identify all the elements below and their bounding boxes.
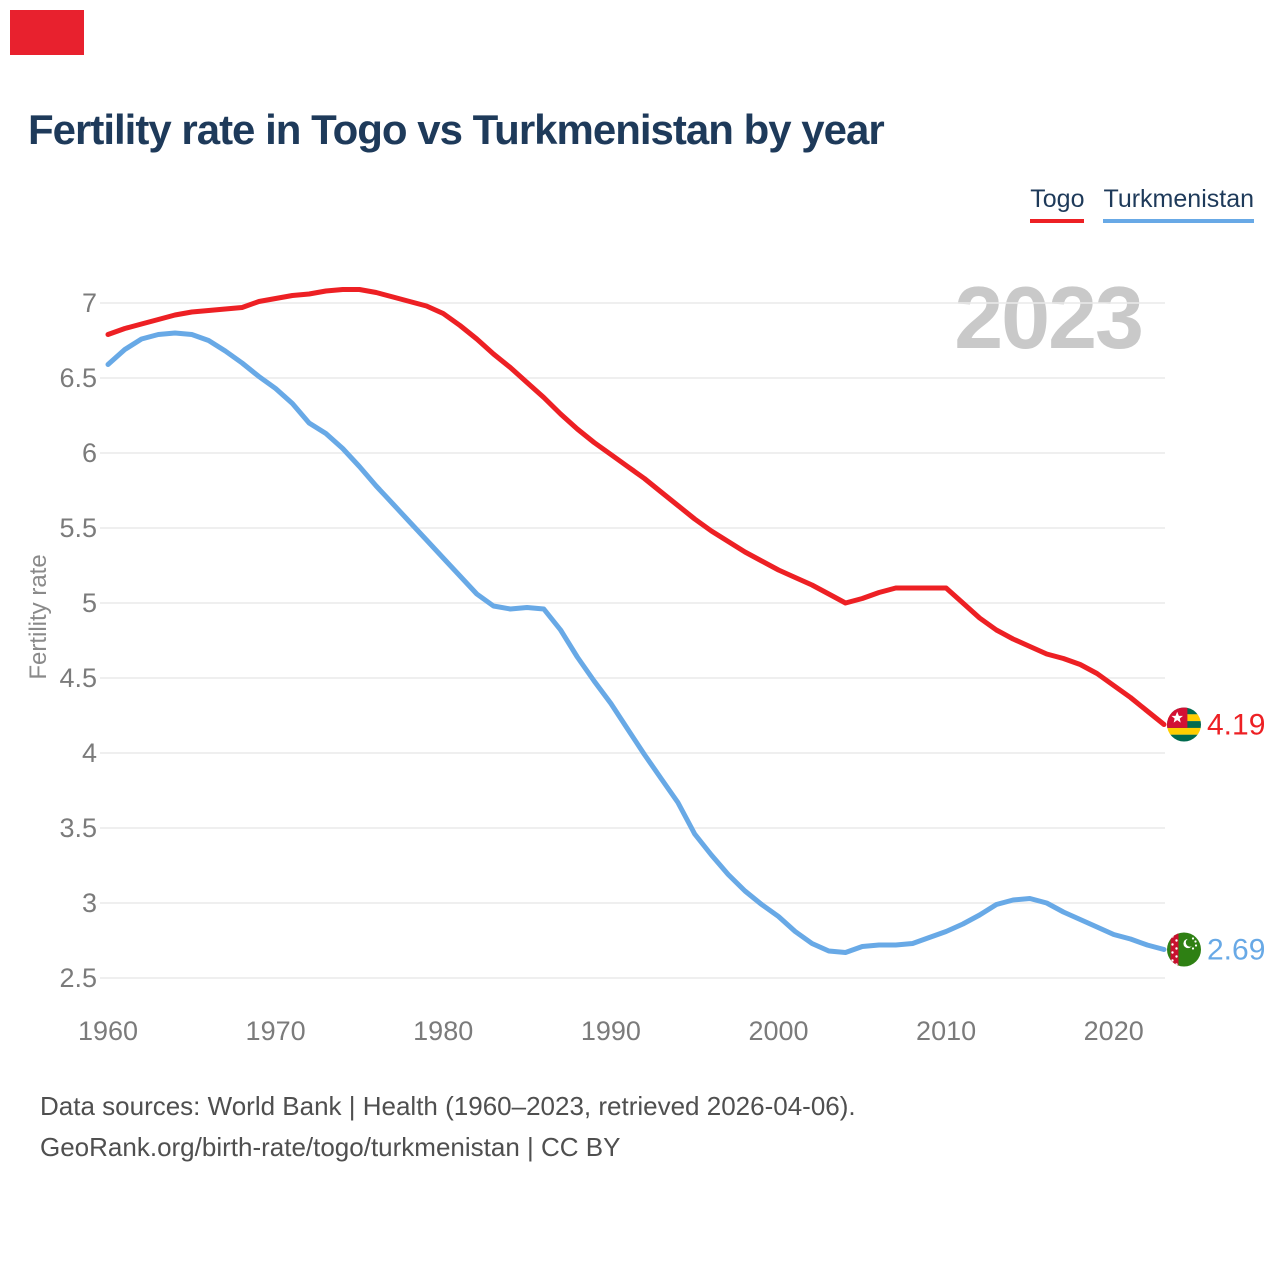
togo-flag-icon <box>1167 707 1201 742</box>
y-tick-label: 4 <box>82 738 97 768</box>
x-tick-label: 1990 <box>581 1016 641 1046</box>
legend: Togo Turkmenistan <box>1030 185 1254 223</box>
turkmenistan-flag-icon <box>1167 932 1201 967</box>
x-tick-label: 2020 <box>1084 1016 1144 1046</box>
watermark-year: 2023 <box>954 268 1142 367</box>
legend-item-turkmenistan[interactable]: Turkmenistan <box>1103 185 1254 223</box>
y-tick-label: 7 <box>82 288 97 318</box>
x-tick-label: 1970 <box>246 1016 306 1046</box>
series-line-turkmenistan <box>105 330 1167 955</box>
legend-item-togo[interactable]: Togo <box>1030 185 1085 223</box>
end-value-togo: 4.19 <box>1207 709 1265 742</box>
footer-attribution: GeoRank.org/birth-rate/togo/turkmenistan… <box>40 1132 621 1162</box>
y-tick-label: 4.5 <box>59 663 97 693</box>
x-tick-label: 1960 <box>78 1016 138 1046</box>
x-tick-label: 2010 <box>916 1016 976 1046</box>
y-tick-label: 3.5 <box>59 813 97 843</box>
y-tick-label: 5.5 <box>59 513 97 543</box>
x-tick-label: 1980 <box>413 1016 473 1046</box>
y-tick-label: 6.5 <box>59 363 97 393</box>
y-axis-title: Fertility rate <box>25 554 52 679</box>
series-line-togo <box>105 287 1167 727</box>
page-title: Fertility rate in Togo vs Turkmenistan b… <box>28 106 885 153</box>
y-tick-label: 2.5 <box>59 963 97 993</box>
brand-mark <box>10 10 84 55</box>
y-tick-label: 3 <box>82 888 97 918</box>
end-value-turkmenistan: 2.69 <box>1207 934 1265 967</box>
footer: Data sources: World Bank | Health (1960–… <box>40 1086 856 1168</box>
footer-sources: Data sources: World Bank | Health (1960–… <box>40 1091 856 1121</box>
y-tick-label: 5 <box>82 588 97 618</box>
y-tick-label: 6 <box>82 438 97 468</box>
x-tick-label: 2000 <box>748 1016 808 1046</box>
